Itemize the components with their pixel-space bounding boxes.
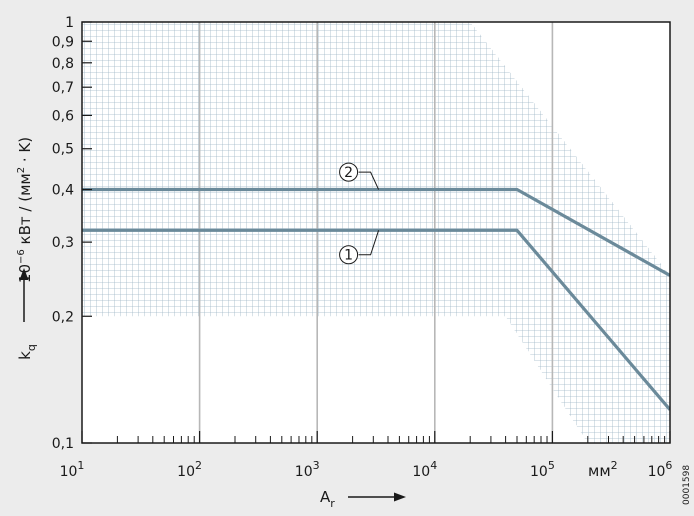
y-tick-label: 0,4 (52, 183, 74, 199)
plot-frame (81, 21, 671, 444)
x-tick-label: 102 (177, 459, 202, 480)
y-axis-unit: 10−6 кВт / (мм2 · K) (16, 137, 34, 283)
x-axis-ticks: 101 102 103 104 105 106 (60, 431, 673, 480)
callout-leader-2 (358, 171, 380, 190)
y-tick-label: 0,5 (52, 142, 74, 158)
major-grid (198, 22, 554, 443)
x-axis-arrow (348, 492, 406, 502)
callout-label-2: 2 (344, 165, 353, 181)
x-tick-label: 105 (530, 459, 555, 480)
x-tick-label: 106 (648, 459, 673, 480)
y-axis-label: kq (16, 344, 38, 360)
y-tick-label: 0,7 (52, 80, 74, 96)
y-tick-label: 0,8 (52, 56, 74, 72)
y-axis-ticks: 1 0,9 0,8 0,7 0,6 0,5 0,4 0,3 0,2 0,1 (52, 15, 92, 452)
y-tick-label: 0,1 (52, 436, 74, 452)
callout-circle-2 (339, 162, 359, 182)
x-tick-label: 101 (60, 459, 85, 480)
x-tick-label: 104 (412, 459, 437, 480)
y-tick-label: 1 (65, 15, 74, 31)
figure-code: 0001598 (682, 465, 692, 505)
y-axis-arrow (19, 268, 29, 322)
y-tick-label: 0,6 (52, 108, 74, 124)
callout-circle-1 (339, 245, 359, 265)
y-tick-label: 0,3 (52, 235, 74, 251)
x-axis-unit: мм2 (588, 459, 618, 480)
series-line-2 (82, 187, 670, 277)
x-axis-label: Ar (320, 488, 335, 510)
shaded-range-region (82, 22, 670, 443)
callouts: 21 (339, 162, 380, 265)
y-tick-label: 0,2 (52, 309, 74, 325)
callout-leader-1 (358, 230, 380, 256)
y-tick-label: 0,9 (52, 34, 74, 50)
series-line-1 (82, 228, 670, 411)
callout-label-1: 1 (344, 248, 353, 264)
series-layer (82, 187, 670, 411)
x-tick-label: 103 (295, 459, 320, 480)
